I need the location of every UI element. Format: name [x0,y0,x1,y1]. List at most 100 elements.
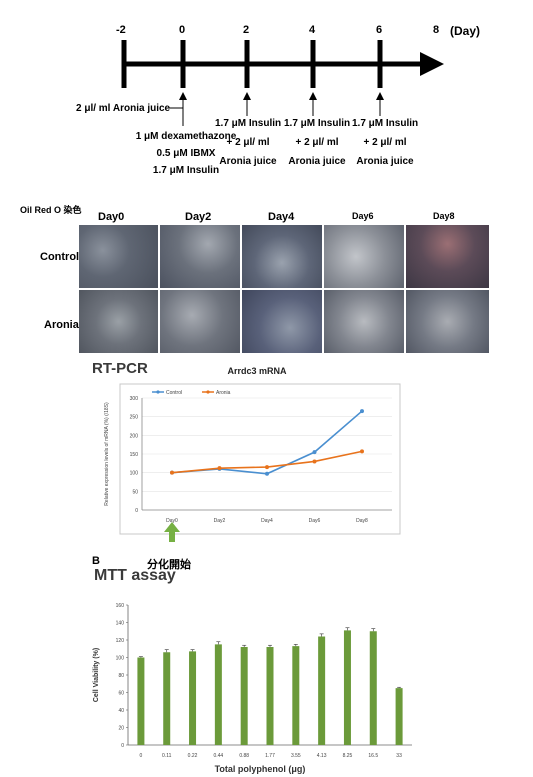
column-header-day6: Day6 [352,211,374,221]
bar [395,688,403,745]
y-tick-label: 60 [118,691,124,697]
pointer-day6-arrow [376,92,384,100]
micrograph-control-day6 [324,225,404,288]
data-point [265,465,269,470]
rtpcr-section-label: RT-PCR [92,360,148,377]
data-point [360,409,364,414]
annotation-day6: 1.7 μM Insulin + 2 μl/ ml Aronia juice [352,117,418,168]
start-arrow-shaft [169,530,175,542]
annotation-line: Aronia juice [288,156,346,167]
panel-letter: B [92,555,100,567]
mtt-bar-chart: 0 20 40 60 80 100 120 140 160 0 0.11 0.22 0.44 0.88 1.… [93,603,412,774]
timeline-tick-label: 8 [433,24,440,36]
column-header-day0: Day0 [98,211,125,223]
pointer-day2-arrow [243,92,251,100]
annotation-line: Aronia juice [219,156,277,167]
annotation-line: 1.7 μM Insulin [152,165,220,176]
bar [343,630,351,745]
annotation-line: 1 μM dexamethazone [135,131,237,142]
x-tick-label: 4.13 [317,753,327,759]
chart-title: Arrdc3 mRNA [227,366,287,376]
bar [137,657,145,745]
y-tick-label: 300 [130,396,139,402]
annotation-line: 2 μl/ ml Aronia juice [76,103,171,114]
bar [318,636,326,745]
x-tick-label: Day2 [214,518,226,524]
x-tick-label: Day4 [261,518,273,524]
bar [369,631,377,745]
differentiation-start-label: 分化開始 [147,559,191,571]
x-tick-label: 3.55 [291,753,301,759]
annotation-day2: 1.7 μM Insulin + 2 μl/ ml Aronia juice [215,117,281,168]
y-tick-label: 140 [116,621,125,627]
y-tick-label: 40 [118,708,124,714]
x-tick-label: Day6 [309,518,321,524]
pointer-day4-arrow [309,92,317,100]
bar [240,647,248,745]
legend-label: Aronia [216,390,231,396]
timeline-tick-label: 2 [243,24,250,36]
legend-marker [206,390,210,394]
micrograph-aronia-day8 [406,290,489,353]
bar [266,647,274,745]
micrograph-control-day2 [160,225,240,288]
legend-label: Control [166,390,182,396]
x-tick-label: 0.11 [162,753,172,759]
annotation-line: 0.5 μM IBMX [156,148,216,159]
micrograph-aronia-day0 [79,290,158,353]
annotation-line: Aronia juice [356,156,414,167]
legend-marker [156,390,160,394]
data-point [312,459,317,464]
y-tick-label: 100 [130,471,139,477]
x-tick-label: 0 [140,753,143,759]
bar [189,651,197,745]
oil-red-title: Oil Red O 染色 [20,205,82,215]
annotation-line: 1.7 μM Insulin [352,118,419,129]
y-tick-label: 150 [130,452,139,458]
timeline-tick-label: 6 [376,24,383,36]
x-tick-label: 0.88 [239,753,249,759]
y-tick-label: 120 [116,638,125,644]
y-axis-label: Relative expression levels of mRNA (%) (… [104,402,110,506]
pointer-day0-arrow [179,92,187,100]
timeline-arrowhead [420,52,444,76]
x-tick-label: 16.5 [368,753,378,759]
row-label-control: Control [40,251,80,263]
annotation-line: + 2 μl/ ml [363,137,407,148]
annotation-day4: 1.7 μM Insulin + 2 μl/ ml Aronia juice [284,117,350,168]
micrograph-control-day0 [79,225,158,288]
data-point [265,471,269,476]
y-tick-label: 50 [132,489,138,495]
data-point [170,470,174,475]
micrograph-control-day8 [406,225,489,288]
x-tick-label: Day8 [356,518,368,524]
timeline-tick-label: 4 [309,24,316,36]
annotation-line: + 2 μl/ ml [226,137,270,148]
column-header-day8: Day8 [433,211,455,221]
y-tick-label: 80 [118,673,124,679]
x-axis-label: Total polyphenol (μg) [215,764,306,774]
x-tick-label: 1.77 [265,753,275,759]
timeline-tick-label: -2 [116,24,126,36]
timeline-tick-label: 0 [179,24,186,36]
data-point [312,450,317,455]
data-point [217,466,222,471]
micrograph-aronia-day4 [242,290,322,353]
rtpcr-line-chart: Arrdc3 mRNA 0 50 100 150 200 250 300 Day0 Day2 Day… [104,366,401,542]
annotation-line: + 2 μl/ ml [295,137,339,148]
annotation-line: 1.7 μM Insulin [284,118,351,129]
mtt-section-label: MTT assay [94,567,176,584]
timeline-unit: (Day) [450,24,481,38]
y-tick-label: 0 [121,743,124,749]
x-tick-label: 0.22 [188,753,198,759]
micrograph-aronia-day6 [324,290,404,353]
bar [163,652,171,745]
row-label-aronia: Aronia [44,319,79,331]
start-arrow-head [164,522,180,532]
x-tick-label: Day0 [166,518,178,524]
y-tick-label: 0 [135,508,138,514]
bar [214,644,222,745]
micrograph-aronia-day2 [160,290,240,353]
chart-frame [119,383,401,535]
column-header-day2: Day2 [185,211,212,223]
